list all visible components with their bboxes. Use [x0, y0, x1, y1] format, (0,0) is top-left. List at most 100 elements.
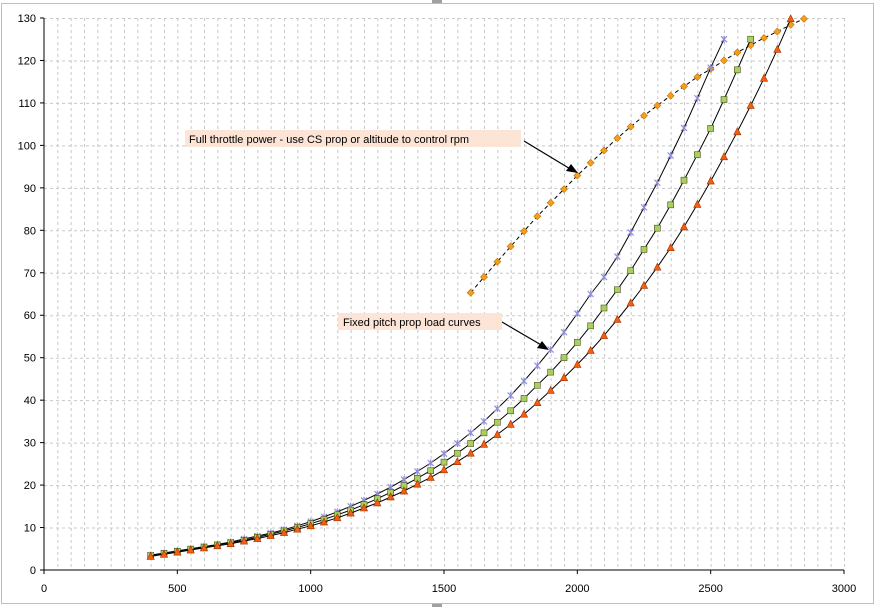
data-point-diamond — [493, 257, 502, 266]
data-point-triangle — [293, 524, 302, 533]
data-point-asterisk — [413, 467, 421, 475]
data-point-asterisk — [720, 35, 728, 43]
series-line-square — [150, 38, 752, 557]
data-point-diamond — [573, 171, 582, 180]
data-point-triangle — [159, 549, 169, 558]
data-point-triangle — [346, 508, 355, 517]
data-point-square — [667, 201, 674, 209]
data-point-diamond — [653, 101, 662, 110]
data-point-triangle — [279, 527, 289, 536]
data-point-diamond — [546, 198, 555, 207]
data-point-asterisk — [400, 476, 408, 484]
y-tick-label: 120 — [18, 55, 36, 67]
series-line-diamond — [470, 18, 805, 294]
data-point-asterisk — [613, 253, 621, 261]
data-point-square — [654, 224, 661, 232]
gridlines — [44, 18, 845, 570]
data-point-asterisk — [600, 273, 608, 281]
data-point-asterisk — [707, 64, 715, 72]
data-point-triangle — [546, 385, 555, 394]
data-point-square — [614, 286, 621, 294]
data-point-asterisk — [640, 203, 648, 211]
data-point-triangle — [413, 479, 422, 488]
data-point-diamond — [666, 91, 675, 100]
data-point-triangle — [599, 330, 609, 339]
x-tick-label: 500 — [168, 583, 186, 595]
data-point-asterisk — [507, 391, 515, 399]
x-tick-label: 0 — [41, 583, 47, 595]
data-point-asterisk — [520, 377, 528, 385]
data-point-triangle — [706, 176, 715, 185]
data-point-square — [520, 395, 528, 402]
data-point-triangle — [613, 314, 622, 323]
data-point-diamond — [773, 27, 782, 36]
data-point-diamond — [626, 122, 635, 131]
data-point-square — [560, 354, 568, 361]
tick-labels: 0 10 20 30 40 50 60 70 80 90 100 110 120 130 0 500 1000 1… — [18, 13, 857, 595]
data-point-square — [574, 339, 581, 346]
data-point-triangle — [226, 539, 235, 547]
x-tick-label: 1000 — [298, 583, 322, 595]
data-point-square — [440, 458, 448, 466]
resize-handle-bottom[interactable] — [432, 604, 442, 607]
data-point-diamond — [600, 146, 608, 155]
data-point-square — [600, 304, 608, 312]
data-point-asterisk — [480, 417, 488, 425]
y-tick-label: 20 — [24, 480, 36, 492]
data-point-triangle — [199, 543, 209, 552]
data-point-square — [707, 125, 714, 132]
annotation-full-throttle-arrow — [523, 140, 573, 171]
data-point-diamond — [640, 111, 648, 120]
data-point-triangle — [319, 517, 329, 526]
data-point-diamond — [693, 73, 702, 81]
data-point-diamond — [520, 227, 528, 236]
data-point-triangle — [239, 536, 249, 545]
plot-series — [146, 14, 808, 560]
data-point-square — [640, 246, 648, 253]
data-point-diamond — [480, 273, 488, 281]
data-point-triangle — [266, 530, 275, 539]
data-point-square — [694, 151, 701, 159]
data-point-triangle — [146, 551, 155, 560]
data-point-square — [627, 267, 634, 274]
data-point-triangle — [693, 199, 702, 208]
data-point-triangle — [519, 409, 529, 418]
data-point-diamond — [733, 48, 742, 57]
data-point-triangle — [573, 359, 582, 368]
data-point-asterisk — [467, 429, 475, 437]
y-tick-label: 130 — [18, 13, 36, 25]
data-point-triangle — [759, 73, 769, 82]
data-point-triangle — [786, 14, 795, 23]
data-point-asterisk — [587, 290, 595, 298]
data-point-triangle — [533, 398, 542, 407]
y-tick-label: 0 — [30, 565, 36, 577]
data-point-triangle — [253, 533, 262, 542]
data-point-square — [720, 96, 728, 103]
data-point-diamond — [506, 242, 515, 251]
data-point-triangle — [306, 521, 315, 530]
data-point-square — [587, 322, 594, 330]
data-point-diamond — [533, 212, 542, 221]
data-point-triangle — [439, 465, 449, 474]
data-point-asterisk — [627, 228, 635, 236]
data-point-triangle — [733, 127, 742, 136]
data-point-diamond — [560, 185, 568, 194]
data-point-triangle — [333, 513, 342, 522]
data-point-triangle — [493, 429, 502, 438]
data-point-square — [494, 418, 501, 426]
data-point-triangle — [506, 419, 515, 428]
resize-handle-top[interactable] — [432, 0, 442, 3]
data-point-triangle — [679, 222, 689, 231]
data-point-diamond — [466, 288, 475, 297]
data-point-square — [534, 381, 541, 389]
y-tick-label: 40 — [24, 395, 36, 407]
data-point-square — [480, 429, 488, 437]
y-tick-label: 50 — [24, 353, 36, 365]
data-point-square — [507, 407, 514, 415]
y-tick-label: 30 — [24, 438, 36, 450]
annotation-fixed-pitch-arrowhead — [537, 341, 549, 350]
y-tick-label: 70 — [24, 268, 36, 280]
data-point-triangle — [373, 498, 382, 507]
y-tick-label: 60 — [24, 310, 36, 322]
